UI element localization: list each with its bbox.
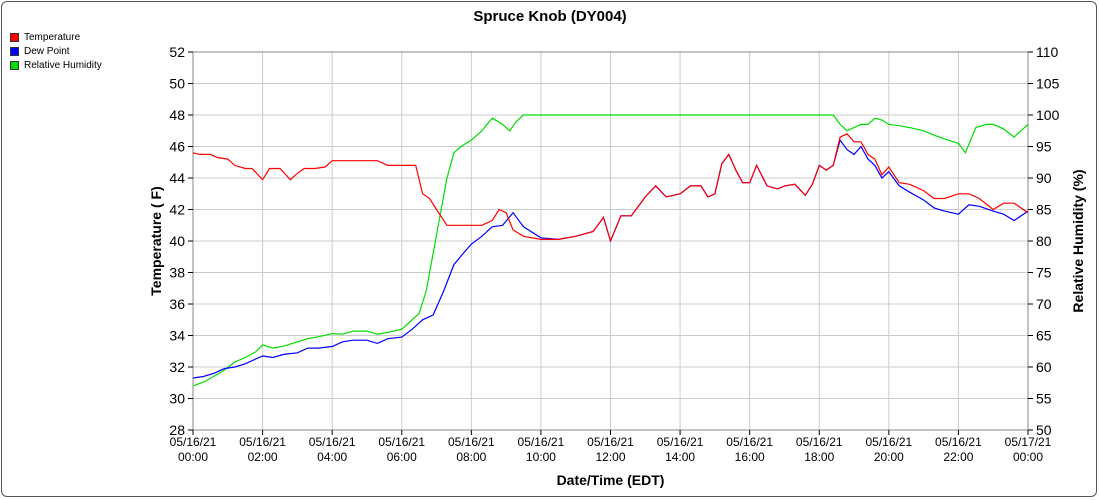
- y-left-tick-label: 38: [169, 265, 185, 281]
- x-tick-label-date: 05/16/21: [865, 435, 912, 449]
- x-tick-label-time: 18:00: [804, 450, 834, 464]
- y-right-tick-label: 95: [1036, 139, 1052, 155]
- legend-item-relative-humidity: Relative Humidity: [10, 58, 102, 72]
- y-right-tick-label: 70: [1036, 296, 1052, 312]
- series-line-relative-humidity: [192, 114, 1029, 387]
- legend-label-relative-humidity: Relative Humidity: [24, 59, 102, 71]
- y-right-tick-label: 60: [1036, 359, 1052, 375]
- x-tick-label-date: 05/16/21: [448, 435, 495, 449]
- y-left-tick-label: 52: [169, 44, 185, 60]
- x-tick-label-time: 08:00: [456, 450, 486, 464]
- y-left-tick-label: 48: [169, 107, 185, 123]
- legend-label-dew-point: Dew Point: [24, 45, 70, 57]
- legend-item-dew-point: Dew Point: [10, 44, 102, 58]
- y-right-tick-label: 80: [1036, 233, 1052, 249]
- y-axis-label-right: Relative Humidity (%): [1070, 169, 1086, 312]
- x-tick-label-date: 05/16/21: [657, 435, 704, 449]
- x-tick-label-date: 05/16/21: [935, 435, 982, 449]
- y-left-tick-label: 28: [169, 422, 185, 438]
- x-tick-label-date: 05/16/21: [587, 435, 634, 449]
- x-tick-label-time: 16:00: [735, 450, 765, 464]
- x-tick-label-date: 05/16/21: [309, 435, 356, 449]
- y-axis-label-left: Temperature ( F): [148, 186, 164, 295]
- x-tick-label-time: 22:00: [943, 450, 973, 464]
- y-right-tick-label: 75: [1036, 265, 1052, 281]
- y-left-tick-label: 36: [169, 296, 185, 312]
- x-tick-label-date: 05/16/21: [378, 435, 425, 449]
- legend-swatch-dew-point: [10, 46, 19, 56]
- x-tick-label-date: 05/16/21: [796, 435, 843, 449]
- legend-swatch-temperature: [10, 32, 19, 42]
- x-tick-label-time: 04:00: [317, 450, 347, 464]
- y-right-tick-label: 100: [1036, 107, 1060, 123]
- y-right-tick-label: 90: [1036, 170, 1052, 186]
- x-tick-label-time: 20:00: [874, 450, 904, 464]
- y-left-tick-label: 40: [169, 233, 185, 249]
- x-tick-label-time: 10:00: [526, 450, 556, 464]
- series-line-temperature: [192, 133, 1029, 243]
- x-tick-label-date: 05/16/21: [518, 435, 565, 449]
- x-tick-label-time: 06:00: [387, 450, 417, 464]
- legend-swatch-relative-humidity: [10, 60, 19, 70]
- y-left-tick-label: 50: [169, 76, 185, 92]
- legend: Temperature Dew Point Relative Humidity: [10, 30, 102, 72]
- y-right-tick-label: 105: [1036, 76, 1060, 92]
- y-left-tick-label: 42: [169, 202, 185, 218]
- y-right-tick-label: 110: [1036, 44, 1059, 60]
- x-tick-label-date: 05/16/21: [170, 435, 217, 449]
- y-right-tick-label: 55: [1036, 391, 1052, 407]
- x-axis-label: Date/Time (EDT): [557, 472, 665, 488]
- x-tick-label-time: 14:00: [665, 450, 695, 464]
- y-left-tick-label: 32: [169, 359, 185, 375]
- y-right-tick-label: 50: [1036, 422, 1052, 438]
- y-right-tick-label: 85: [1036, 202, 1052, 218]
- x-tick-label-date: 05/16/21: [239, 435, 286, 449]
- legend-label-temperature: Temperature: [24, 31, 81, 43]
- x-tick-label-date: 05/17/21: [1005, 435, 1052, 449]
- chart-title: Spruce Knob (DY004): [473, 8, 626, 25]
- y-left-tick-label: 34: [169, 328, 185, 344]
- y-right-tick-label: 65: [1036, 328, 1052, 344]
- x-tick-label-date: 05/16/21: [726, 435, 773, 449]
- x-tick-label-time: 02:00: [248, 450, 278, 464]
- y-left-tick-label: 44: [169, 170, 185, 186]
- y-left-tick-label: 30: [169, 391, 185, 407]
- x-tick-label-time: 12:00: [595, 450, 625, 464]
- x-tick-label-time: 00:00: [178, 450, 208, 464]
- y-left-tick-label: 46: [169, 139, 185, 155]
- x-tick-label-time: 00:00: [1013, 450, 1043, 464]
- legend-item-temperature: Temperature: [10, 30, 102, 44]
